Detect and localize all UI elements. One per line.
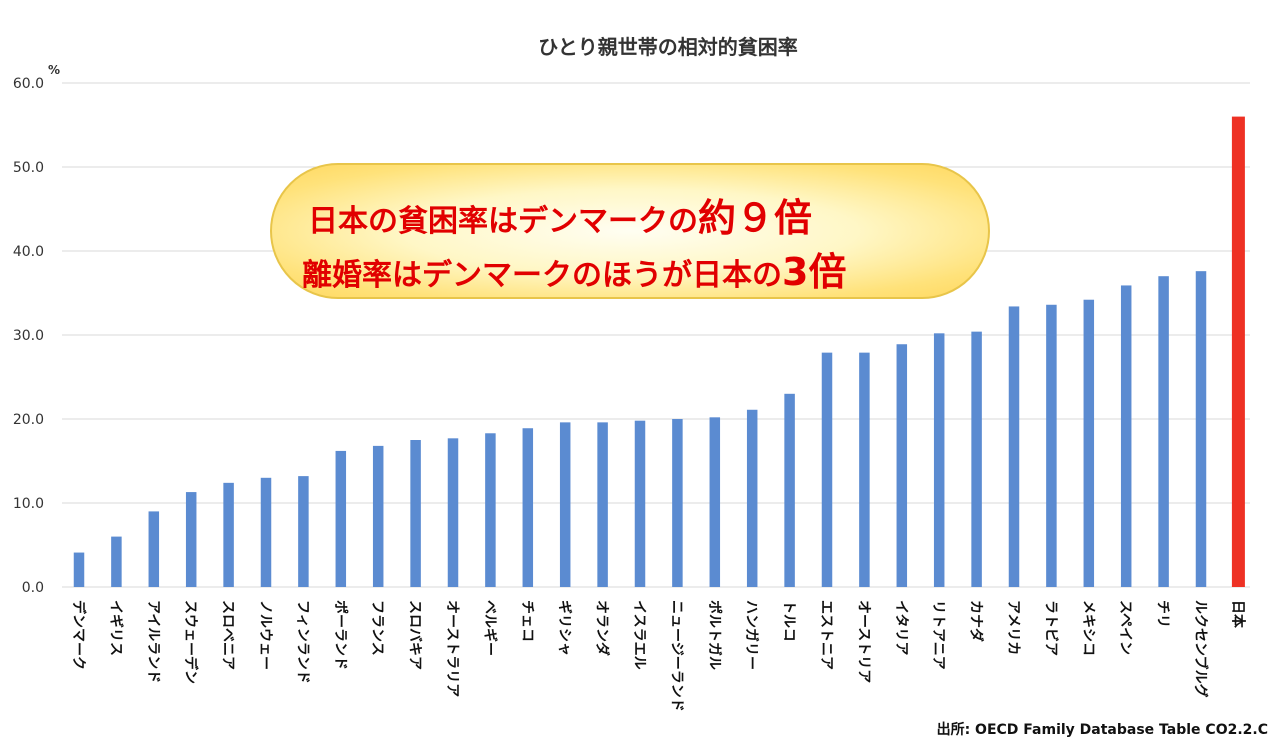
bar [485, 433, 496, 587]
x-tick-label: ニュージーランド [668, 600, 684, 712]
callout-banner: 日本の貧困率はデンマークの約９倍 離婚率はデンマークのほうが日本の3倍 [270, 163, 990, 299]
bar [634, 420, 646, 587]
x-tick-label: イギリス [107, 600, 124, 656]
y-tick-label: 60.0 [13, 76, 44, 92]
x-tick-label: イタリア [893, 600, 909, 655]
x-tick-label: スロバキア [407, 600, 423, 670]
x-tick-label: デンマーク [70, 600, 87, 670]
callout-line-2-text: 離婚率はデンマークのほうが日本の [302, 258, 782, 293]
x-tick-label: オーストラリア [444, 600, 460, 697]
x-tick-label: フィンランド [294, 600, 310, 684]
x-tick-label: トルコ [781, 600, 797, 642]
callout-line-1: 日本の貧困率はデンマークの約９倍 [272, 187, 1024, 242]
gridlines [62, 82, 1250, 588]
x-tick-label: ルクセンブルグ [1192, 600, 1209, 698]
bar [111, 536, 122, 587]
x-tick-label: ラトビア [1042, 600, 1058, 656]
bar [73, 552, 85, 587]
bar [1158, 276, 1169, 587]
bar [522, 428, 534, 587]
x-tick-label: 日本 [1229, 600, 1246, 629]
bar [859, 352, 870, 587]
bar [335, 450, 347, 587]
callout-line-2-emphasis: 3倍 [782, 250, 847, 294]
callout-line-1-text: 日本の貧困率はデンマークの [308, 204, 698, 239]
bar [1046, 304, 1057, 587]
bar [1008, 306, 1020, 587]
bar [410, 440, 421, 587]
x-tick-label: ポーランド [332, 600, 349, 670]
y-tick-label: 30.0 [13, 328, 44, 344]
x-tick-label: スペイン [1117, 600, 1133, 655]
x-tick-label: エストニア [818, 600, 834, 670]
bar [185, 492, 197, 587]
x-tick-label: チェコ [519, 600, 535, 642]
x-tick-label: カナダ [968, 600, 985, 642]
x-tick-label: ノルウェー [257, 600, 273, 670]
bar [223, 482, 234, 587]
bar [896, 344, 908, 587]
bar [597, 422, 608, 587]
callout-line-1-emphasis: 約９倍 [698, 196, 813, 240]
x-tick-label: スウェーデン [182, 600, 199, 684]
bar [784, 393, 795, 587]
bar [746, 409, 758, 587]
y-tick-label: 50.0 [13, 160, 44, 176]
y-tick-label: 0.0 [22, 580, 44, 596]
x-tick-label: ベルギー [481, 600, 498, 656]
y-tick-label: 40.0 [13, 244, 44, 260]
bar [971, 331, 982, 587]
x-tick-label: アメリカ [1005, 600, 1021, 655]
source-note: 出所: OECD Family Database Table CO2.2.C [937, 721, 1268, 738]
x-tick-label: メキシコ [1080, 600, 1096, 656]
bar [1083, 299, 1095, 587]
x-tick-label: オランダ [594, 600, 611, 656]
bar [260, 477, 272, 587]
bar [933, 333, 945, 587]
y-axis-unit: % [48, 63, 60, 77]
y-tick-label: 20.0 [13, 412, 44, 428]
bar [821, 352, 833, 587]
bar [1231, 116, 1245, 587]
x-tick-label: ギリシャ [556, 600, 573, 656]
x-tick-label: フランス [369, 600, 385, 656]
x-tick-label: ポルトガル [706, 600, 723, 670]
y-axis-ticks: 0.0 10.0 20.0 30.0 40.0 50.0 60.0 [13, 76, 44, 596]
x-tick-label: リトアニア [930, 600, 946, 670]
callout-line-2: 離婚率はデンマークのほうが日本の3倍 [272, 241, 1018, 296]
bar [672, 419, 683, 587]
bar [447, 438, 459, 587]
bar [372, 445, 384, 587]
bars [73, 116, 1245, 587]
bar [1120, 285, 1132, 587]
bar [148, 511, 160, 587]
x-tick-label: ハンガリー [743, 600, 759, 670]
chart-title: ひとり親世帯の相対的貧困率 [538, 35, 797, 59]
bar [559, 422, 571, 587]
x-axis-labels: デンマーク イギリス アイルランド スウェーデン スロベニア ノルウェー フィンランド ポーラ… [70, 600, 1246, 712]
x-tick-label: イスラエル [631, 600, 647, 670]
x-tick-label: チリ [1155, 600, 1171, 628]
x-tick-label: アイルランド [145, 600, 161, 683]
y-tick-label: 10.0 [13, 496, 44, 512]
bar [709, 417, 721, 587]
bar [1195, 271, 1207, 587]
x-tick-label: オーストリア [855, 600, 871, 683]
x-tick-label: スロベニア [220, 600, 236, 670]
bar [298, 476, 309, 587]
